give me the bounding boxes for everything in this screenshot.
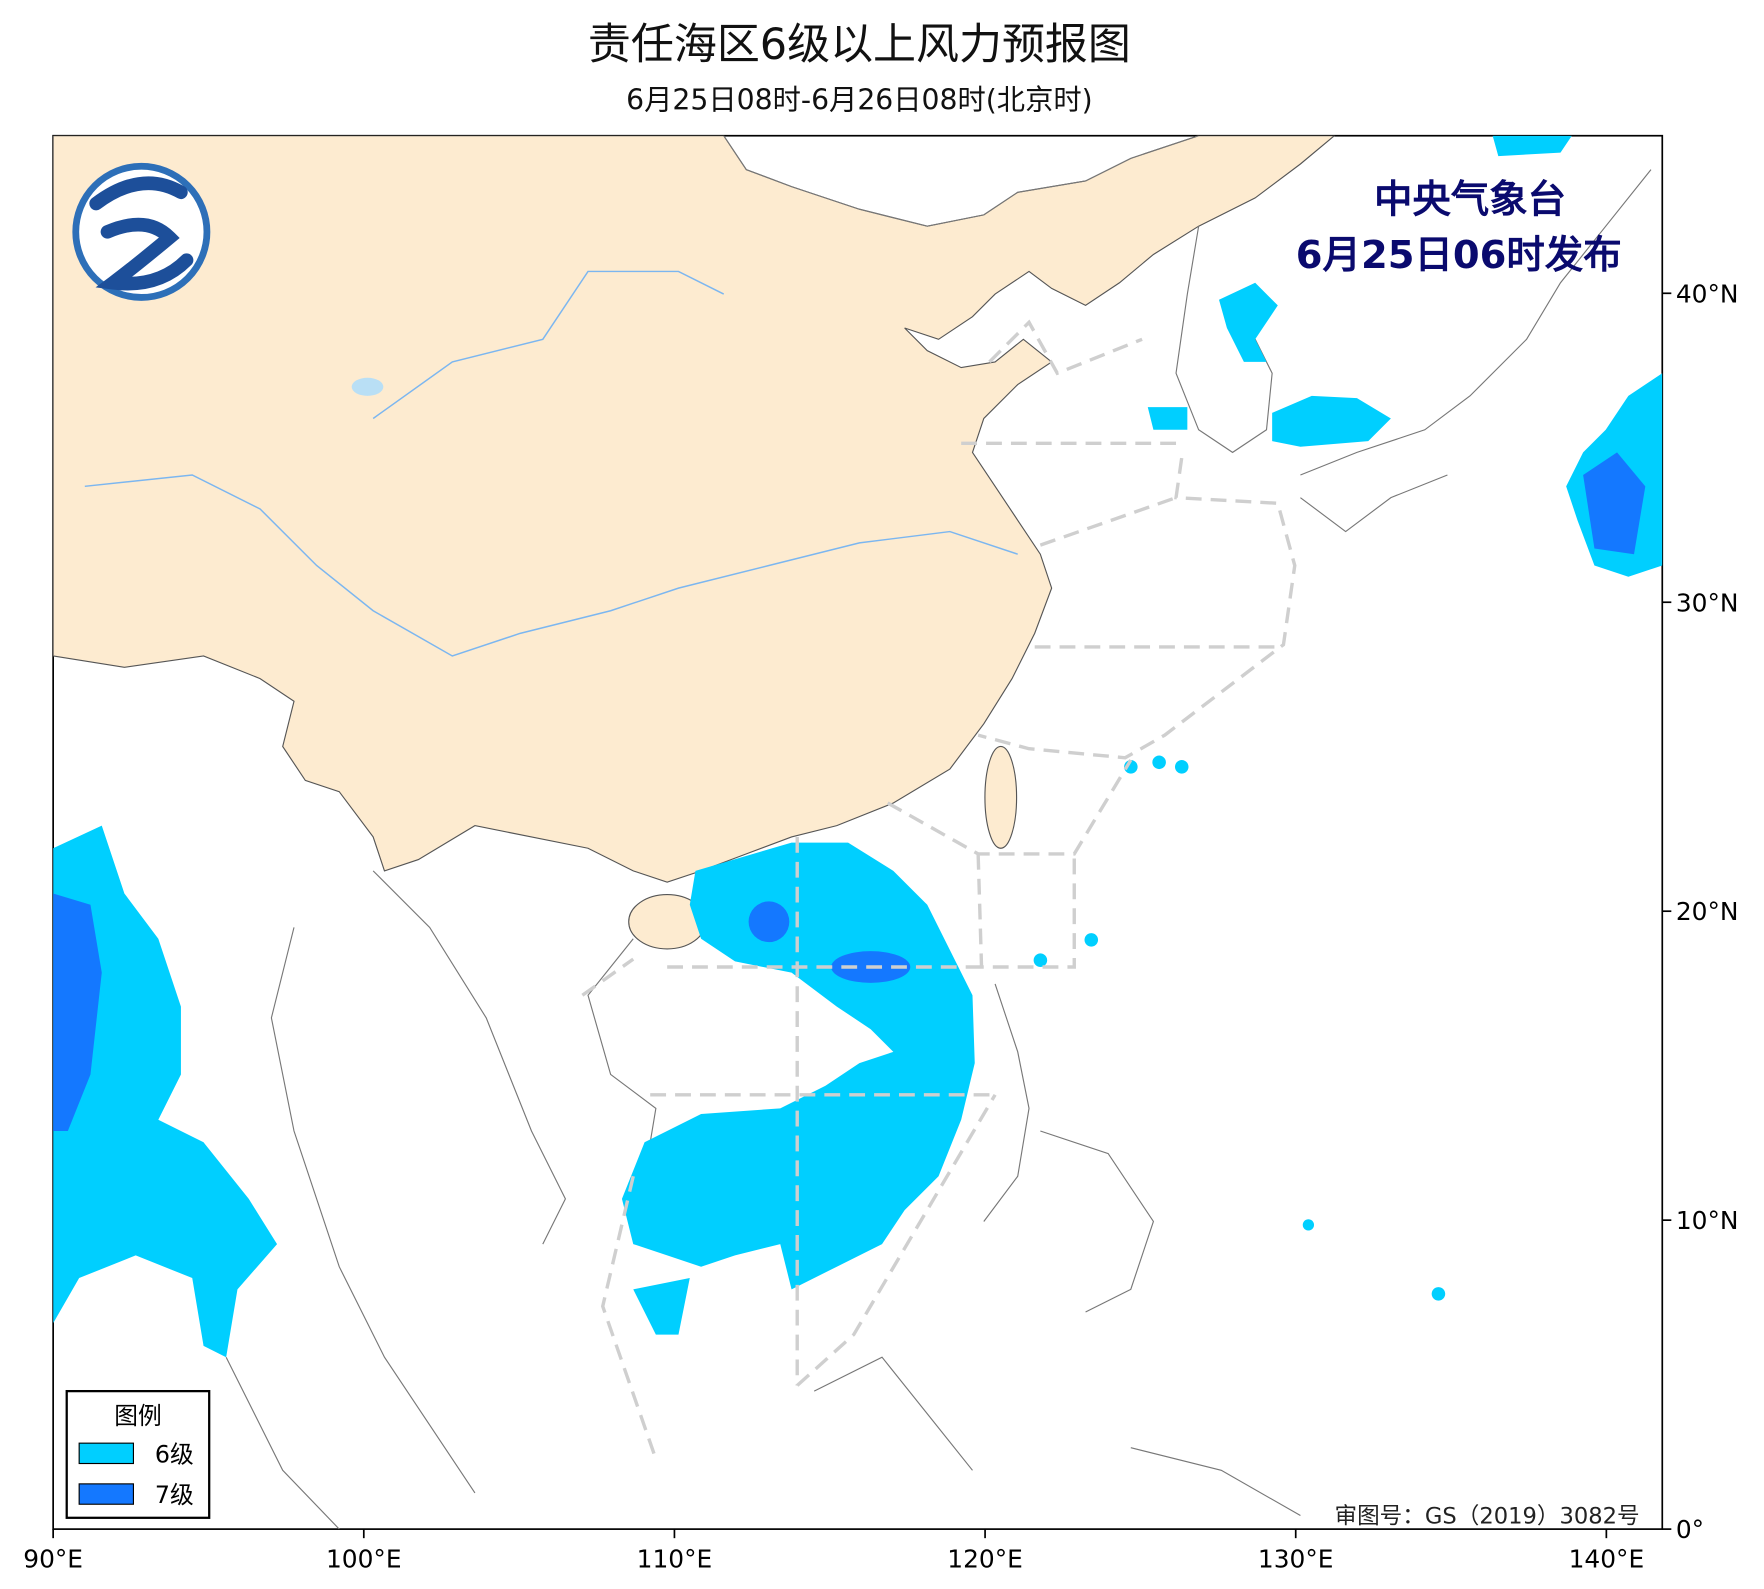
mongolia-border <box>723 135 1199 227</box>
islands <box>813 983 1301 1517</box>
x-tick-label: 120°E <box>947 1545 1023 1574</box>
legend-swatch <box>78 1483 134 1505</box>
taiwan <box>984 745 1018 849</box>
logo <box>72 162 211 301</box>
y-tick-label: 10°N <box>1676 1206 1739 1235</box>
x-tick-label: 100°E <box>326 1545 402 1574</box>
sea-zone-lines <box>581 319 1297 1460</box>
agency: 中央气象台 <box>1374 178 1566 223</box>
china-land <box>53 135 1336 883</box>
qinghai-lake <box>351 377 384 396</box>
se-asia <box>225 870 657 1530</box>
y-tick-label: 30°N <box>1676 588 1739 617</box>
legend: 图例 6级 7级 <box>65 1389 211 1519</box>
y-tick-label: 40°N <box>1676 279 1739 308</box>
legend-label: 6级 <box>155 1440 194 1468</box>
x-tick-label: 140°E <box>1569 1545 1645 1574</box>
legend-label: 7级 <box>155 1481 194 1509</box>
x-tick-label: 90°E <box>23 1545 83 1574</box>
issue-time: 6月25日06时发布 <box>1296 233 1622 278</box>
legend-swatch <box>78 1442 134 1465</box>
y-tick-label: 20°N <box>1676 897 1739 926</box>
y-tick-label: 0° <box>1676 1515 1704 1544</box>
map-body <box>53 135 1663 1530</box>
rivers <box>84 270 1018 657</box>
x-tick-label: 110°E <box>637 1545 713 1574</box>
title: 责任海区6级以上风力预报图 <box>588 20 1131 70</box>
map-figure: 责任海区6级以上风力预报图 6月25日08时-6月26日08时(北京时) 中央气… <box>23 20 1738 1574</box>
subtitle: 6月25日08时-6月26日08时(北京时) <box>626 84 1092 117</box>
legend-title: 图例 <box>114 1402 161 1430</box>
japan <box>1300 169 1652 533</box>
x-tick-label: 130°E <box>1258 1545 1334 1574</box>
wind-area-7 <box>748 901 790 943</box>
approval: 审图号：GS（2019）3082号 <box>1334 1503 1639 1529</box>
wind-area-6 <box>53 825 278 1358</box>
